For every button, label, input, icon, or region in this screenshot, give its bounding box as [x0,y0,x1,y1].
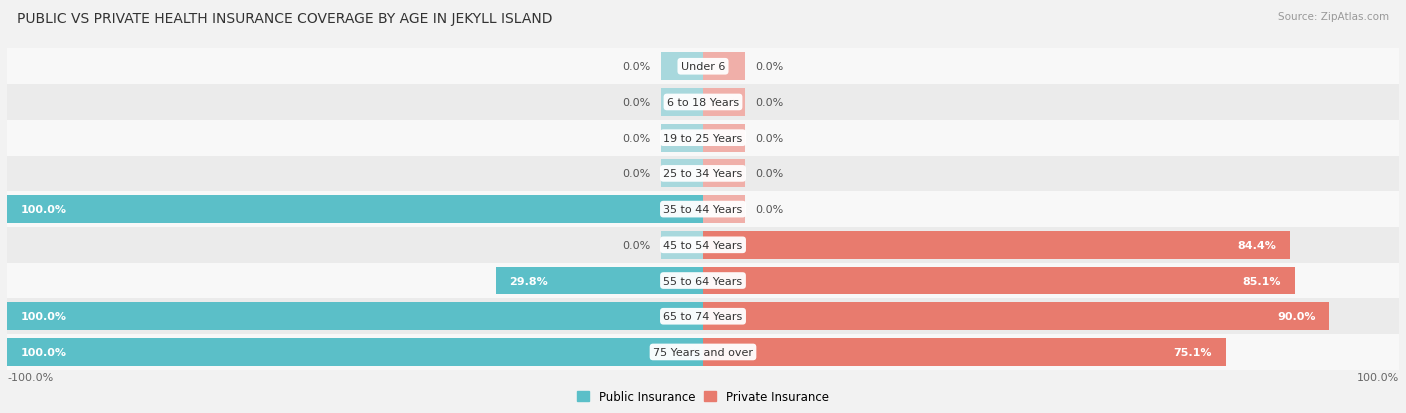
Bar [495,267,703,295]
Bar [703,303,1330,330]
Text: Under 6: Under 6 [681,62,725,72]
Text: 29.8%: 29.8% [509,276,548,286]
Text: 55 to 64 Years: 55 to 64 Years [664,276,742,286]
Text: 100.0%: 100.0% [21,311,67,321]
Bar [7,299,1399,334]
Text: 0.0%: 0.0% [755,62,783,72]
Text: 75 Years and over: 75 Years and over [652,347,754,357]
Bar [7,196,703,223]
Text: 25 to 34 Years: 25 to 34 Years [664,169,742,179]
Text: 35 to 44 Years: 35 to 44 Years [664,204,742,215]
Text: 0.0%: 0.0% [623,98,651,108]
Bar [661,89,703,116]
Bar [7,303,703,330]
Bar [703,124,745,152]
Text: 100.0%: 100.0% [1357,372,1399,382]
Bar [7,156,1399,192]
Text: 85.1%: 85.1% [1243,276,1281,286]
Bar [703,89,745,116]
Text: 100.0%: 100.0% [21,204,67,215]
Text: 0.0%: 0.0% [623,62,651,72]
Text: 0.0%: 0.0% [755,133,783,143]
Bar [661,160,703,188]
Bar [7,263,1399,299]
Bar [7,121,1399,156]
Bar [7,192,1399,228]
Text: 19 to 25 Years: 19 to 25 Years [664,133,742,143]
Text: 65 to 74 Years: 65 to 74 Years [664,311,742,321]
Text: 75.1%: 75.1% [1173,347,1212,357]
Bar [661,231,703,259]
Text: 6 to 18 Years: 6 to 18 Years [666,98,740,108]
Text: 0.0%: 0.0% [755,98,783,108]
Text: 84.4%: 84.4% [1237,240,1277,250]
Text: -100.0%: -100.0% [7,372,53,382]
Text: 0.0%: 0.0% [623,169,651,179]
Text: 90.0%: 90.0% [1277,311,1316,321]
Bar [7,49,1399,85]
Legend: Public Insurance, Private Insurance: Public Insurance, Private Insurance [572,386,834,408]
Text: 45 to 54 Years: 45 to 54 Years [664,240,742,250]
Bar [703,160,745,188]
Text: Source: ZipAtlas.com: Source: ZipAtlas.com [1278,12,1389,22]
Text: 0.0%: 0.0% [755,169,783,179]
Bar [703,267,1295,295]
Bar [703,196,745,223]
Bar [661,124,703,152]
Bar [703,231,1291,259]
Bar [7,228,1399,263]
Bar [703,53,745,81]
Text: 0.0%: 0.0% [755,204,783,215]
Text: PUBLIC VS PRIVATE HEALTH INSURANCE COVERAGE BY AGE IN JEKYLL ISLAND: PUBLIC VS PRIVATE HEALTH INSURANCE COVER… [17,12,553,26]
Bar [703,338,1226,366]
Bar [7,334,1399,370]
Text: 0.0%: 0.0% [623,133,651,143]
Bar [7,338,703,366]
Text: 100.0%: 100.0% [21,347,67,357]
Bar [7,85,1399,121]
Bar [661,53,703,81]
Text: 0.0%: 0.0% [623,240,651,250]
